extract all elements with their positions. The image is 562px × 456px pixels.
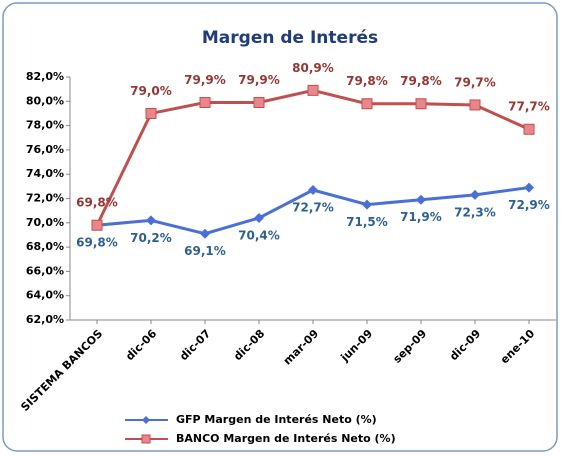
y-tick-label: 72,0% <box>26 192 64 205</box>
value-label: 71,9% <box>400 210 442 224</box>
y-tick-label: 78,0% <box>26 119 64 132</box>
value-label: 71,5% <box>346 215 388 229</box>
point <box>145 107 157 119</box>
y-tick-label: 80,0% <box>26 94 64 107</box>
value-label: 72,3% <box>454 205 496 219</box>
point <box>91 219 103 231</box>
y-tick-label: 76,0% <box>26 143 64 156</box>
point <box>470 189 480 200</box>
value-label: 69,8% <box>76 196 118 210</box>
point <box>308 184 318 195</box>
point <box>253 97 265 109</box>
point <box>200 228 210 239</box>
value-label: 72,7% <box>292 200 334 214</box>
panel <box>2 2 558 452</box>
value-label: 69,8% <box>76 236 118 250</box>
y-tick-label: 70,0% <box>26 216 64 229</box>
value-label: 70,4% <box>238 228 280 242</box>
point <box>361 98 373 110</box>
y-tick-label: 74,0% <box>26 167 64 180</box>
value-label: 79,7% <box>454 75 496 89</box>
point <box>416 194 426 205</box>
y-tick-label: 82,0% <box>26 70 64 83</box>
value-label: 79,9% <box>184 73 226 87</box>
legend-label: BANCO Margen de Interés Neto (%) <box>176 432 396 445</box>
chart-title: Margen de Interés <box>202 28 378 48</box>
point <box>199 97 211 109</box>
value-label: 79,8% <box>400 74 442 88</box>
y-tick-label: 68,0% <box>26 240 64 253</box>
value-label: 79,8% <box>346 74 388 88</box>
point <box>415 98 427 110</box>
value-label: 77,7% <box>508 100 550 114</box>
point <box>469 99 481 111</box>
y-tick-label: 64,0% <box>26 289 64 302</box>
value-label: 79,0% <box>130 84 172 98</box>
value-label: 69,1% <box>184 244 226 258</box>
value-label: 79,9% <box>238 73 280 87</box>
legend-label: GFP Margen de Interés Neto (%) <box>176 413 377 426</box>
point <box>254 212 264 223</box>
value-label: 72,9% <box>508 198 550 212</box>
point <box>146 215 156 226</box>
point <box>307 84 319 96</box>
y-tick-label: 62,0% <box>26 313 64 326</box>
legend-marker <box>142 416 150 424</box>
legend-marker <box>141 434 151 444</box>
point <box>523 123 535 135</box>
y-tick-label: 66,0% <box>26 264 64 277</box>
value-label: 80,9% <box>292 61 334 75</box>
value-label: 70,2% <box>130 231 172 245</box>
point <box>362 199 372 210</box>
point <box>524 182 534 193</box>
